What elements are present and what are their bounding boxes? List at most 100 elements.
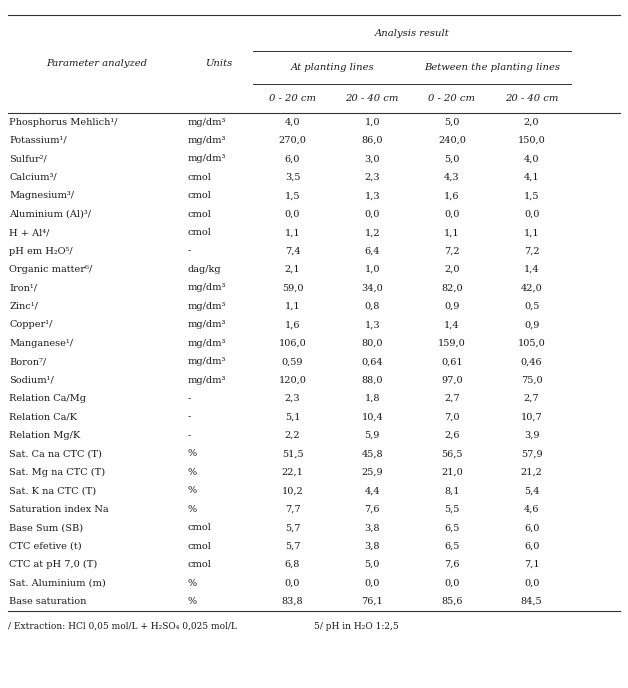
Text: 20 - 40 cm: 20 - 40 cm bbox=[505, 94, 558, 103]
Text: mg/dm³: mg/dm³ bbox=[188, 118, 226, 127]
Text: 6,8: 6,8 bbox=[285, 560, 300, 569]
Text: 3,8: 3,8 bbox=[364, 523, 380, 533]
Text: Manganese¹/: Manganese¹/ bbox=[9, 338, 73, 348]
Text: Iron¹/: Iron¹/ bbox=[9, 283, 38, 292]
Text: 0,46: 0,46 bbox=[521, 357, 543, 366]
Text: 5/ pH in H₂O 1:2,5: 5/ pH in H₂O 1:2,5 bbox=[314, 622, 399, 631]
Text: Between the planting lines: Between the planting lines bbox=[424, 63, 560, 72]
Text: cmol: cmol bbox=[188, 228, 212, 237]
Text: 2,0: 2,0 bbox=[444, 265, 460, 274]
Text: Aluminium (Al)³/: Aluminium (Al)³/ bbox=[9, 210, 92, 219]
Text: 0,5: 0,5 bbox=[524, 302, 539, 311]
Text: 1,0: 1,0 bbox=[364, 265, 380, 274]
Text: 7,7: 7,7 bbox=[284, 505, 300, 514]
Text: Base saturation: Base saturation bbox=[9, 597, 87, 606]
Text: 84,5: 84,5 bbox=[521, 597, 543, 606]
Text: 3,5: 3,5 bbox=[284, 173, 300, 182]
Text: 34,0: 34,0 bbox=[361, 283, 383, 292]
Text: 159,0: 159,0 bbox=[438, 338, 466, 348]
Text: 2,7: 2,7 bbox=[524, 394, 539, 403]
Text: 88,0: 88,0 bbox=[362, 376, 383, 385]
Text: 21,2: 21,2 bbox=[521, 468, 543, 477]
Text: %: % bbox=[188, 505, 197, 514]
Text: Magnesium³/: Magnesium³/ bbox=[9, 191, 75, 200]
Text: 2,1: 2,1 bbox=[284, 265, 300, 274]
Text: 1,1: 1,1 bbox=[284, 302, 300, 311]
Text: 1,1: 1,1 bbox=[284, 228, 300, 237]
Text: Sat. Ca na CTC (T): Sat. Ca na CTC (T) bbox=[9, 449, 102, 458]
Text: 45,8: 45,8 bbox=[362, 449, 383, 458]
Text: 7,6: 7,6 bbox=[364, 505, 380, 514]
Text: -: - bbox=[188, 413, 191, 422]
Text: 56,5: 56,5 bbox=[441, 449, 463, 458]
Text: 6,4: 6,4 bbox=[364, 246, 380, 256]
Text: 4,0: 4,0 bbox=[524, 154, 539, 164]
Text: 0,0: 0,0 bbox=[524, 210, 539, 219]
Text: 0,64: 0,64 bbox=[362, 357, 383, 366]
Text: At planting lines: At planting lines bbox=[291, 63, 374, 72]
Text: 0,0: 0,0 bbox=[444, 210, 460, 219]
Text: 2,6: 2,6 bbox=[444, 431, 460, 440]
Text: 8,1: 8,1 bbox=[444, 486, 460, 495]
Text: 5,7: 5,7 bbox=[284, 523, 300, 533]
Text: CTC efetive (t): CTC efetive (t) bbox=[9, 541, 82, 550]
Text: 6,0: 6,0 bbox=[285, 154, 300, 164]
Text: Calcium³/: Calcium³/ bbox=[9, 173, 57, 182]
Text: mg/dm³: mg/dm³ bbox=[188, 283, 226, 292]
Text: 1,6: 1,6 bbox=[444, 191, 460, 200]
Text: %: % bbox=[188, 579, 197, 588]
Text: 75,0: 75,0 bbox=[521, 376, 543, 385]
Text: 1,5: 1,5 bbox=[284, 191, 300, 200]
Text: 5,5: 5,5 bbox=[444, 505, 460, 514]
Text: CTC at pH 7,0 (T): CTC at pH 7,0 (T) bbox=[9, 560, 98, 569]
Text: 3,0: 3,0 bbox=[364, 154, 380, 164]
Text: 5,0: 5,0 bbox=[364, 560, 380, 569]
Text: Sodium¹/: Sodium¹/ bbox=[9, 376, 54, 385]
Text: 0,0: 0,0 bbox=[285, 579, 300, 588]
Text: 59,0: 59,0 bbox=[282, 283, 303, 292]
Text: Relation Ca/K: Relation Ca/K bbox=[9, 413, 77, 422]
Text: 2,0: 2,0 bbox=[524, 118, 539, 127]
Text: 0,59: 0,59 bbox=[282, 357, 303, 366]
Text: 0,0: 0,0 bbox=[364, 210, 380, 219]
Text: 0,0: 0,0 bbox=[524, 579, 539, 588]
Text: 270,0: 270,0 bbox=[279, 136, 306, 145]
Text: -: - bbox=[188, 431, 191, 440]
Text: 10,2: 10,2 bbox=[282, 486, 303, 495]
Text: 150,0: 150,0 bbox=[517, 136, 546, 145]
Text: 82,0: 82,0 bbox=[441, 283, 463, 292]
Text: 4,0: 4,0 bbox=[284, 118, 300, 127]
Text: 3,9: 3,9 bbox=[524, 431, 539, 440]
Text: 97,0: 97,0 bbox=[441, 376, 463, 385]
Text: Boron⁷/: Boron⁷/ bbox=[9, 357, 46, 366]
Text: 5,9: 5,9 bbox=[364, 431, 380, 440]
Text: 57,9: 57,9 bbox=[521, 449, 543, 458]
Text: 5,7: 5,7 bbox=[284, 541, 300, 550]
Text: %: % bbox=[188, 597, 197, 606]
Text: Sat. K na CTC (T): Sat. K na CTC (T) bbox=[9, 486, 97, 495]
Text: 2,3: 2,3 bbox=[364, 173, 380, 182]
Text: H + Al⁴/: H + Al⁴/ bbox=[9, 228, 50, 237]
Text: Saturation index Na: Saturation index Na bbox=[9, 505, 109, 514]
Text: 85,6: 85,6 bbox=[441, 597, 463, 606]
Text: mg/dm³: mg/dm³ bbox=[188, 357, 226, 366]
Text: 0,8: 0,8 bbox=[364, 302, 380, 311]
Text: 1,8: 1,8 bbox=[364, 394, 380, 403]
Text: 0 - 20 cm: 0 - 20 cm bbox=[269, 94, 316, 103]
Text: 1,1: 1,1 bbox=[524, 228, 539, 237]
Text: cmol: cmol bbox=[188, 560, 212, 569]
Text: 10,7: 10,7 bbox=[521, 413, 543, 422]
Text: 5,1: 5,1 bbox=[284, 413, 300, 422]
Text: 7,4: 7,4 bbox=[284, 246, 300, 256]
Text: mg/dm³: mg/dm³ bbox=[188, 154, 226, 164]
Text: 42,0: 42,0 bbox=[521, 283, 543, 292]
Text: 1,6: 1,6 bbox=[284, 321, 300, 330]
Text: Potassium¹/: Potassium¹/ bbox=[9, 136, 67, 145]
Text: 20 - 40 cm: 20 - 40 cm bbox=[345, 94, 399, 103]
Text: 22,1: 22,1 bbox=[281, 468, 303, 477]
Text: 0,61: 0,61 bbox=[441, 357, 463, 366]
Text: %: % bbox=[188, 468, 197, 477]
Text: 51,5: 51,5 bbox=[282, 449, 303, 458]
Text: pH em H₂O⁵/: pH em H₂O⁵/ bbox=[9, 246, 73, 256]
Text: 6,5: 6,5 bbox=[444, 541, 460, 550]
